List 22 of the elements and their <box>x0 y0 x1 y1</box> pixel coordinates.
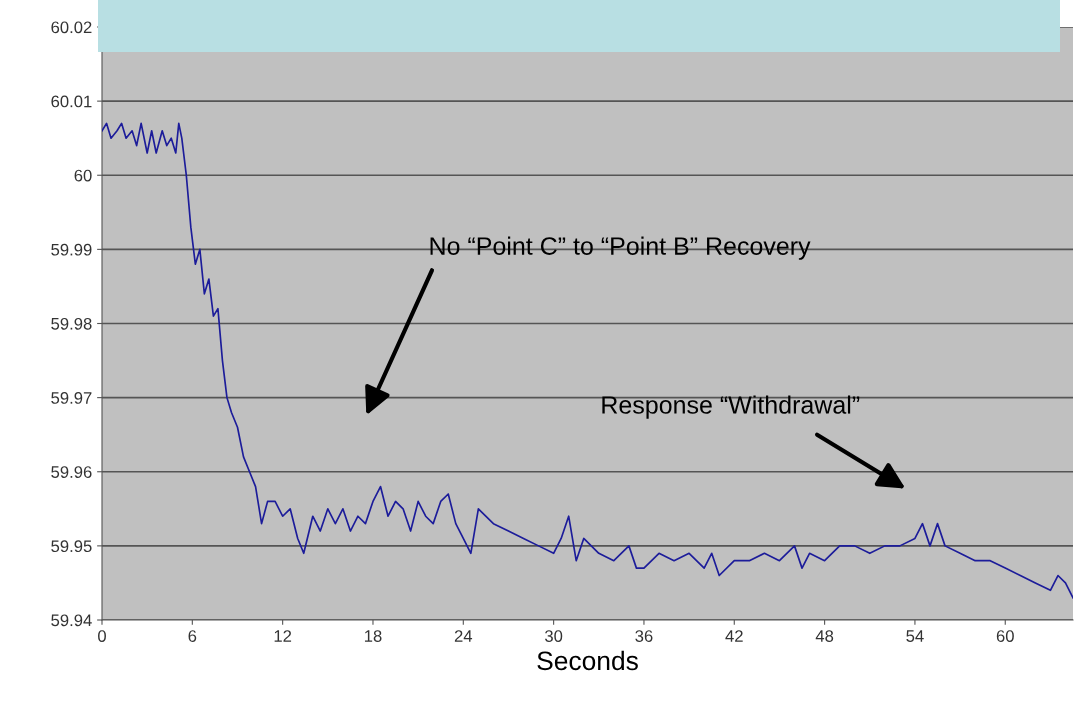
y-tick-label: 59.98 <box>51 317 92 330</box>
y-tick-label: 59.95 <box>51 540 92 553</box>
x-tick-label: 42 <box>725 630 743 642</box>
x-tick-label: 60 <box>996 630 1014 642</box>
x-axis-title: Seconds <box>537 650 638 671</box>
y-tick-label: 60.02 <box>51 21 92 34</box>
x-tick-label: 0 <box>98 630 106 642</box>
y-tick-label: 59.97 <box>51 392 92 404</box>
y-tick-label: 60.01 <box>51 95 92 108</box>
y-tick-label: 60 <box>74 169 92 182</box>
y-tick-label: 59.99 <box>51 243 92 256</box>
y-tick-label: 59.94 <box>51 614 92 627</box>
x-tick-label: 24 <box>454 630 473 642</box>
y-tick-label: 59.96 <box>51 466 92 478</box>
x-tick-label: 12 <box>274 630 292 642</box>
annotation: Response “Withdrawal” <box>602 395 860 419</box>
x-tick-label: 48 <box>815 630 834 642</box>
x-tick-label: 30 <box>545 630 563 642</box>
x-tick-label: 6 <box>188 630 197 642</box>
x-tick-label: 18 <box>364 630 382 642</box>
x-tick-label: 36 <box>635 630 653 642</box>
x-tick-label: 54 <box>906 630 924 642</box>
